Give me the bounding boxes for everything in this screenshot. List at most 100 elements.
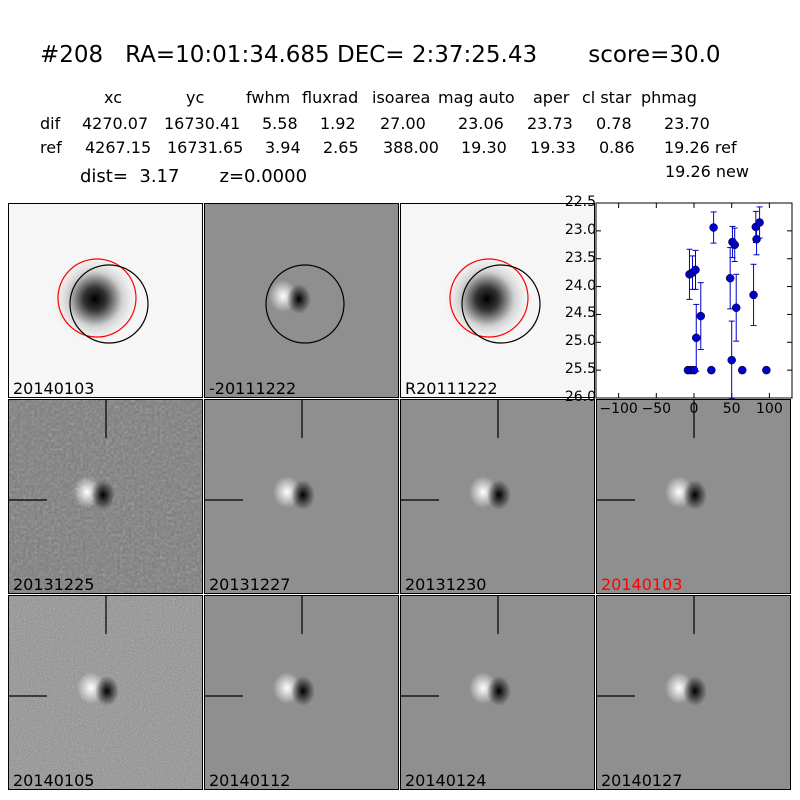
x-tick-label: 0 bbox=[689, 401, 699, 417]
image-stamp: 20140124 bbox=[400, 595, 595, 790]
stamp-image bbox=[9, 400, 202, 593]
data-point bbox=[691, 265, 700, 275]
data-point bbox=[730, 240, 739, 250]
column-header: isoarea bbox=[372, 88, 431, 107]
row-value: 4267.15 bbox=[85, 138, 152, 157]
row-value: 5.58 bbox=[262, 114, 298, 133]
stamp-date-label: 20140105 bbox=[13, 771, 95, 790]
column-header: yc bbox=[186, 88, 205, 107]
data-point bbox=[725, 273, 735, 283]
image-stamp: 20140127 bbox=[596, 595, 791, 790]
data-point bbox=[727, 355, 736, 365]
y-tick-label: 25.0 bbox=[564, 333, 596, 350]
row-label: ref bbox=[40, 138, 62, 157]
stamp-date-label: R20111222 bbox=[405, 379, 498, 398]
data-point bbox=[709, 223, 718, 232]
image-stamp: 20140112 bbox=[204, 595, 399, 790]
light-curve-svg bbox=[595, 202, 793, 400]
light-curve-plot: 22.5 23.0 23.5 24.0 24.5 25.0 25.5 26.0 −100 −50 0… bbox=[565, 195, 793, 416]
data-point bbox=[762, 365, 771, 375]
negative-residual bbox=[291, 480, 315, 510]
data-point bbox=[692, 333, 701, 343]
row-value: 16731.65 bbox=[167, 138, 244, 157]
data-point bbox=[752, 234, 761, 244]
stamp-date-label: 20131230 bbox=[405, 575, 487, 594]
stamp-image bbox=[401, 596, 511, 706]
stamp-image bbox=[9, 596, 202, 789]
data-point bbox=[696, 311, 706, 321]
y-tick-label: 22.5 bbox=[564, 194, 596, 210]
row-value: 0.86 bbox=[599, 138, 635, 157]
image-stamp: 20131227 bbox=[204, 399, 399, 594]
stamp-image bbox=[597, 596, 707, 706]
negative-residual bbox=[683, 480, 707, 510]
y-tick-label: 23.5 bbox=[564, 249, 596, 266]
detection-circle bbox=[265, 264, 345, 344]
negative-residual bbox=[291, 676, 315, 706]
stamp-image bbox=[442, 254, 541, 344]
row-value: 388.00 bbox=[383, 138, 439, 157]
stamp-image bbox=[597, 400, 707, 510]
row-value: 16730.41 bbox=[164, 114, 241, 133]
image-stamp: -20111222 bbox=[204, 203, 399, 398]
row-value: 19.26 ref bbox=[664, 138, 737, 157]
column-header: phmag bbox=[641, 88, 697, 107]
stamp-image bbox=[50, 254, 149, 344]
image-stamp: 20131225 bbox=[8, 399, 203, 594]
row-value: 23.06 bbox=[458, 114, 504, 133]
data-point bbox=[707, 365, 716, 375]
image-stamp: 20140103 bbox=[596, 399, 791, 594]
data-point bbox=[755, 218, 764, 227]
x-tick-label: −100 bbox=[599, 401, 638, 417]
stamp-date-label: 20131227 bbox=[209, 575, 291, 594]
reference-circle bbox=[449, 258, 529, 338]
detection-circle bbox=[69, 264, 149, 344]
image-stamp: 20131230 bbox=[400, 399, 595, 594]
data-point bbox=[689, 365, 699, 375]
row-value: 4270.07 bbox=[82, 114, 149, 133]
data-point bbox=[749, 290, 758, 300]
phmag-new: 19.26 new bbox=[665, 162, 749, 181]
row-value: 19.30 bbox=[461, 138, 507, 157]
stamp-date-label: 20140124 bbox=[405, 771, 487, 790]
column-header: fwhm bbox=[246, 88, 291, 107]
x-tick-label: 100 bbox=[756, 401, 783, 417]
y-tick-label: 23.0 bbox=[564, 221, 596, 238]
stamp-image bbox=[265, 264, 345, 344]
negative-residual bbox=[95, 676, 119, 706]
row-value: 23.70 bbox=[664, 114, 710, 133]
stamp-date-label: 20131225 bbox=[13, 575, 95, 594]
image-stamp: 20140105 bbox=[8, 595, 203, 790]
row-value: 0.78 bbox=[596, 114, 632, 133]
data-point bbox=[737, 365, 747, 375]
column-header: mag auto bbox=[438, 88, 515, 107]
y-tick-label: 24.0 bbox=[564, 277, 596, 294]
stamp-date-label: 20140103 bbox=[601, 575, 683, 594]
stamp-image bbox=[205, 596, 315, 706]
row-value: 3.94 bbox=[265, 138, 301, 157]
reference-circle bbox=[57, 258, 137, 338]
stamp-image bbox=[401, 400, 511, 510]
y-tick-label: 26.0 bbox=[564, 389, 596, 405]
x-tick-label: −50 bbox=[641, 401, 672, 417]
x-tick-label: 50 bbox=[722, 401, 741, 417]
image-stamp: 20140103 bbox=[8, 203, 203, 398]
row-label: dif bbox=[40, 114, 61, 133]
y-tick-label: 25.5 bbox=[564, 361, 596, 378]
column-header: xc bbox=[104, 88, 122, 107]
dist-line: dist= 3.17 z=0.0000 bbox=[80, 166, 308, 187]
page-title: #208 RA=10:01:34.685 DEC= 2:37:25.43 sco… bbox=[40, 42, 721, 68]
column-header: fluxrad bbox=[302, 88, 359, 107]
row-value: 27.00 bbox=[380, 114, 426, 133]
image-stamp: R20111222 bbox=[400, 203, 595, 398]
stamp-date-label: 20140127 bbox=[601, 771, 683, 790]
row-value: 23.73 bbox=[527, 114, 573, 133]
detection-circle bbox=[461, 264, 541, 344]
negative-residual bbox=[487, 480, 511, 510]
negative-residual bbox=[683, 676, 707, 706]
negative-residual bbox=[487, 676, 511, 706]
source-blob bbox=[50, 254, 140, 344]
stamp-grid: 20140103 -20111222 R20111222 20131225 201312… bbox=[8, 203, 792, 791]
column-header: aper bbox=[533, 88, 570, 107]
y-tick-label: 24.5 bbox=[564, 305, 596, 322]
